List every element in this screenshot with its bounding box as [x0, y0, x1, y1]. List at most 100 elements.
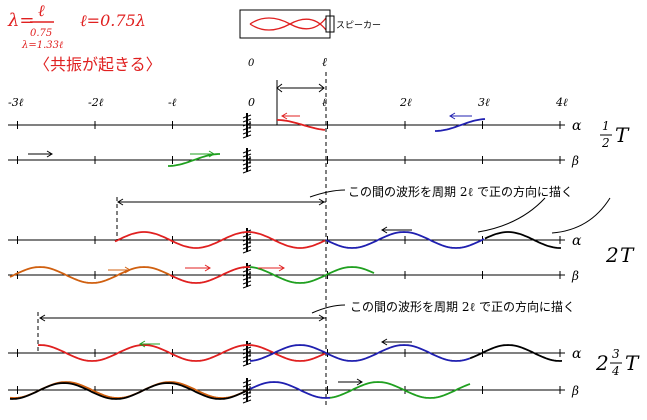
arrow — [449, 112, 472, 120]
hatch — [242, 395, 252, 400]
arrow — [258, 264, 285, 272]
time-unit: T — [625, 351, 640, 375]
axis-label: -3ℓ — [8, 96, 24, 109]
annotation: この間の波形を周期 2ℓ で正の方向に描く — [348, 184, 573, 199]
arrow — [190, 150, 215, 158]
hatch — [242, 268, 252, 273]
arrow — [381, 226, 412, 234]
speaker-tube: スピーカー — [239, 9, 381, 39]
standing-wave — [249, 17, 327, 31]
arrow — [139, 340, 160, 348]
top-label: ℓ — [322, 55, 327, 69]
hatch — [242, 383, 252, 388]
hatch — [242, 118, 252, 123]
axis-label: 0 — [248, 96, 255, 109]
wave — [37, 344, 327, 362]
arrow — [281, 112, 300, 120]
time-unit: T — [620, 243, 635, 267]
length-bracket — [276, 80, 325, 125]
axis-label: 3ℓ — [478, 96, 490, 109]
hatch — [242, 354, 252, 359]
arrow — [28, 150, 53, 158]
beta-label: β — [571, 269, 579, 283]
wave — [249, 381, 331, 399]
hatch — [242, 391, 252, 396]
arrow — [185, 264, 211, 272]
formulas: λ= ℓ 0.75 ℓ=0.75λ λ=1.33ℓ 〈共振が起きる〉 — [7, 1, 162, 74]
wave — [9, 382, 251, 400]
hatch — [242, 284, 252, 289]
annotation: この間の波形を周期 2ℓ で正の方向に描く — [350, 299, 575, 314]
time-den: 4 — [611, 364, 620, 378]
wave — [168, 153, 220, 167]
hatch — [242, 126, 252, 131]
time-den: 2 — [601, 136, 610, 150]
hatch — [242, 130, 252, 135]
hatch — [242, 149, 252, 154]
hatch — [242, 249, 252, 254]
speaker — [325, 15, 335, 33]
hatch — [242, 157, 252, 162]
wave — [469, 344, 563, 362]
tube — [239, 9, 331, 39]
arrow — [381, 338, 412, 346]
hatch — [242, 114, 252, 119]
formula3: λ=1.33ℓ — [21, 40, 63, 51]
wave — [169, 266, 251, 284]
arrow — [338, 378, 363, 386]
hatch — [242, 233, 252, 238]
wave — [249, 344, 471, 362]
formula-num: ℓ — [38, 1, 45, 20]
time-whole: 2 — [605, 243, 619, 267]
resonance: 〈共振が起きる〉 — [34, 55, 162, 74]
pointer — [309, 189, 346, 198]
wave — [277, 119, 326, 131]
hatch — [242, 122, 252, 127]
wave — [435, 118, 486, 132]
formula-den: 0.75 — [30, 28, 52, 39]
axis-label: ℓ — [322, 96, 327, 109]
time-whole: 2 — [595, 351, 609, 375]
time-num: 3 — [612, 347, 620, 361]
beta-label: β — [571, 154, 579, 168]
alpha-label: α — [572, 118, 582, 134]
axis-label: 4ℓ — [555, 96, 568, 109]
hatch — [242, 399, 252, 404]
pointer — [551, 197, 611, 234]
wave — [325, 231, 485, 249]
hatch — [242, 169, 252, 174]
pointer — [477, 197, 546, 233]
hatch — [242, 237, 252, 242]
wave — [114, 231, 326, 249]
alpha-label: α — [572, 346, 582, 362]
hatch — [242, 362, 252, 367]
wave — [329, 381, 471, 399]
hatch — [242, 346, 252, 351]
hatch — [242, 276, 252, 281]
wave — [484, 231, 561, 249]
hatch — [242, 165, 252, 170]
arrow — [118, 198, 325, 206]
axis-label: -2ℓ — [88, 96, 104, 109]
hatch — [242, 161, 252, 166]
alpha-label: α — [572, 233, 582, 249]
hatch — [242, 358, 252, 363]
wave — [249, 266, 375, 284]
hatch — [242, 280, 252, 285]
formula2: ℓ=0.75λ — [80, 11, 146, 30]
time-unit: T — [615, 123, 630, 147]
arrow — [40, 314, 325, 322]
arrow — [108, 266, 131, 274]
beta-label: β — [571, 384, 579, 398]
hatch — [242, 245, 252, 250]
hatch — [242, 241, 252, 246]
formula-lhs: λ= — [7, 10, 35, 31]
hatch — [242, 272, 252, 277]
speaker-label: スピーカー — [336, 20, 381, 31]
hatch — [242, 350, 252, 355]
top-label: 0 — [248, 58, 255, 69]
hatch — [242, 153, 252, 158]
axis-label: -ℓ — [168, 96, 177, 109]
time-num: 1 — [602, 119, 610, 133]
